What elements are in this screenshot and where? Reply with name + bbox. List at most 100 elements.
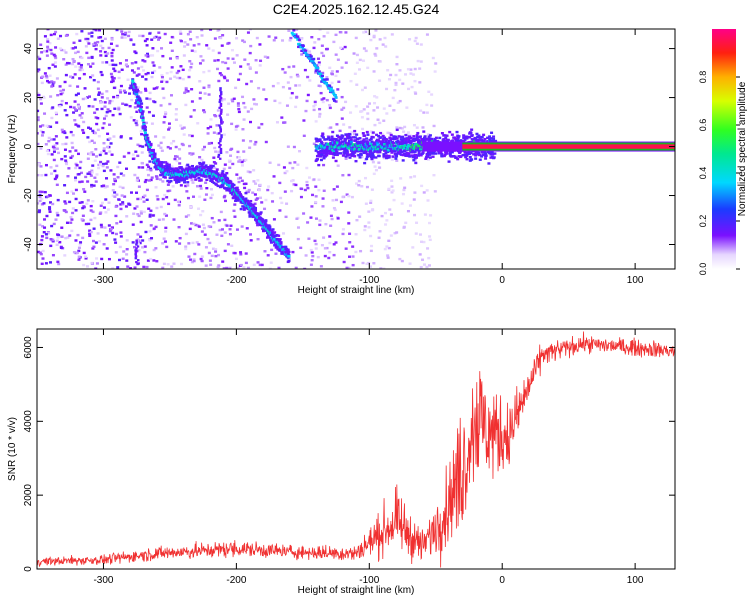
noise-cell (245, 190, 249, 193)
noise-cell (429, 214, 433, 217)
noise-cell (403, 125, 407, 129)
noise-cell (398, 257, 402, 261)
tone-halo-cell (404, 133, 408, 137)
noise-cell (317, 84, 321, 87)
ridge-halo-cell (234, 194, 238, 197)
vertical-feature-cell (219, 87, 222, 90)
noise-cell (283, 121, 287, 124)
noise-cell (167, 128, 171, 131)
ridge-cell (131, 79, 135, 83)
tone-halo-cell (442, 138, 446, 141)
noise-cell (40, 262, 44, 266)
noise-cell (332, 206, 336, 210)
tone-halo-cell (353, 155, 357, 158)
ridge-halo-cell (197, 176, 201, 180)
noise-cell (91, 153, 95, 156)
noise-cell (64, 202, 68, 205)
noise-cell (94, 180, 98, 183)
ridge-cell (135, 92, 139, 96)
noise-cell (78, 114, 82, 117)
tone-halo-cell (412, 135, 416, 138)
noise-cell (112, 86, 116, 90)
ridge-halo-cell (145, 133, 149, 137)
noise-cell (143, 39, 147, 43)
noise-cell (138, 241, 142, 245)
noise-cell (291, 166, 295, 170)
noise-cell (146, 168, 150, 171)
noise-cell (198, 91, 202, 94)
noise-cell (395, 126, 399, 129)
ridge-halo-cell (264, 220, 268, 223)
noise-cell (197, 42, 201, 46)
noise-cell (106, 208, 110, 211)
noise-cell (101, 126, 105, 130)
noise-cell (47, 81, 51, 84)
ridge-halo-cell (208, 176, 212, 180)
tone-halo-cell (474, 138, 478, 142)
noise-cell (347, 194, 351, 198)
noise-cell (191, 152, 195, 155)
noise-cell (178, 162, 182, 165)
noise-cell (363, 228, 367, 232)
noise-cell (236, 177, 240, 180)
noise-cell (166, 263, 170, 266)
noise-cell (178, 76, 182, 80)
noise-cell (87, 104, 91, 108)
ridge-halo-cell (180, 177, 184, 180)
noise-cell (377, 236, 381, 239)
noise-cell (334, 74, 338, 78)
noise-cell (115, 193, 119, 196)
noise-cell (328, 66, 332, 69)
noise-cell (362, 47, 366, 50)
noise-cell (395, 231, 399, 234)
tone-halo-cell (343, 137, 347, 141)
noise-cell (71, 211, 75, 215)
noise-cell (87, 126, 91, 129)
noise-cell (92, 184, 96, 187)
noise-cell (118, 185, 122, 189)
noise-cell (251, 191, 255, 194)
ridge-halo-cell (246, 199, 250, 203)
vertical-feature-cell (135, 247, 138, 250)
upper-track-cell (323, 80, 327, 83)
vertical-feature-cell (218, 124, 221, 127)
noise-cell (163, 193, 167, 197)
noise-cell (159, 146, 163, 149)
noise-cell (354, 233, 358, 236)
noise-cell (133, 173, 137, 177)
noise-cell (264, 198, 268, 202)
noise-cell (188, 152, 192, 155)
ridge-halo-cell (151, 148, 155, 152)
tone-halo-cell (336, 152, 340, 155)
noise-cell (318, 115, 322, 118)
tone-halo-cell (378, 140, 382, 143)
noise-cell (196, 122, 200, 125)
noise-cell (119, 220, 123, 223)
ridge-halo-cell (152, 161, 156, 164)
noise-cell (281, 39, 285, 42)
noise-cell (354, 105, 358, 108)
noise-cell (149, 178, 153, 182)
noise-cell (418, 233, 422, 236)
ridge-halo-cell (179, 184, 183, 187)
noise-cell (164, 230, 168, 233)
noise-cell (222, 167, 226, 171)
noise-cell (312, 108, 316, 112)
noise-cell (43, 218, 47, 221)
tone-halo-cell (358, 137, 362, 140)
tone-halo-cell (387, 154, 391, 158)
tone-halo-cell (415, 136, 419, 139)
tone-halo-cell (389, 133, 393, 137)
noise-cell (59, 246, 63, 250)
noise-cell (378, 60, 382, 63)
noise-cell (242, 159, 246, 162)
tone-halo-cell (405, 141, 409, 144)
noise-cell (168, 147, 172, 150)
ridge-halo-cell (258, 212, 262, 216)
noise-cell (179, 39, 183, 43)
ridge-halo-cell (228, 189, 232, 193)
noise-cell (309, 216, 313, 219)
noise-cell (422, 191, 426, 194)
ridge-halo-cell (131, 78, 135, 81)
ridge-halo-cell (153, 156, 157, 159)
